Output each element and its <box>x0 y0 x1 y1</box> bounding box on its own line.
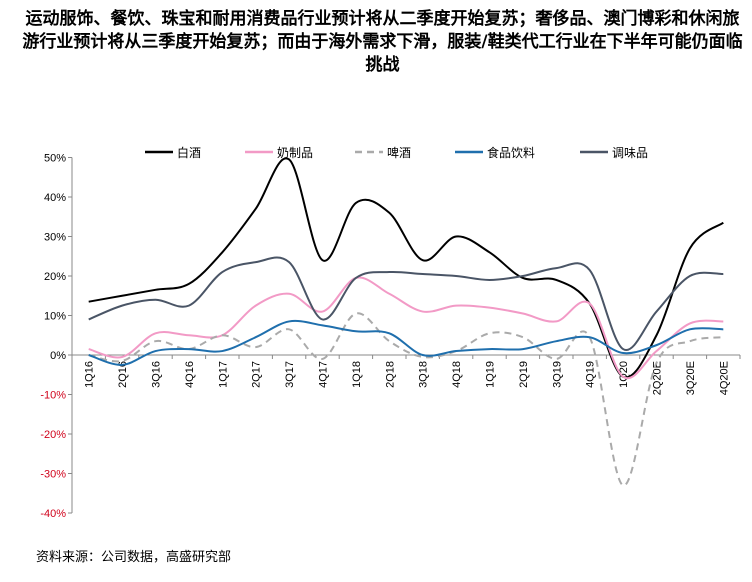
legend-label: 白酒 <box>177 145 201 160</box>
chart-title: 运动服饰、餐饮、珠宝和耐用消费品行业预计将从二季度开始复苏；奢侈品、澳门博彩和休… <box>22 9 743 75</box>
series-line-2 <box>88 312 724 487</box>
y-tick-label: -10% <box>40 390 66 402</box>
x-tick-label: 1Q16 <box>84 361 96 388</box>
legend-label: 啤酒 <box>387 145 411 160</box>
x-tick-label: 3Q18 <box>418 361 430 388</box>
series-line-1 <box>88 276 724 380</box>
series-line-3 <box>88 319 724 366</box>
y-tick-label: -30% <box>40 469 66 481</box>
y-tick-label: 50% <box>44 153 66 165</box>
x-tick-label: 2Q16 <box>117 361 129 388</box>
source-note: 资料来源：公司数据，高盛研究部 <box>36 550 232 565</box>
legend-label: 奶制品 <box>277 146 313 160</box>
x-tick-label: 1Q19 <box>485 361 497 388</box>
x-tick-label: 3Q20E <box>685 361 697 395</box>
x-tick-label: 2Q20E <box>652 361 664 395</box>
x-tick-label: 1Q20 <box>618 361 630 388</box>
series-line-4 <box>88 256 724 351</box>
x-tick-label: 2Q19 <box>518 361 530 388</box>
x-tick-label: 4Q20E <box>718 361 730 395</box>
x-tick-label: 1Q18 <box>351 361 363 388</box>
y-tick-label: 30% <box>44 232 66 244</box>
y-tick-label: 40% <box>44 192 66 204</box>
legend-label: 调味品 <box>612 146 648 160</box>
x-tick-label: 1Q17 <box>217 361 229 388</box>
x-tick-label: 2Q18 <box>384 361 396 388</box>
y-tick-label: -20% <box>40 429 66 441</box>
y-tick-label: 20% <box>44 271 66 283</box>
legend-label: 食品饮料 <box>487 145 535 160</box>
x-tick-label: 2Q17 <box>251 361 263 388</box>
x-tick-label: 4Q16 <box>184 361 196 388</box>
y-tick-label: -40% <box>40 508 66 520</box>
x-tick-label: 4Q18 <box>451 361 463 388</box>
x-tick-label: 4Q17 <box>318 361 330 388</box>
y-tick-label: 10% <box>44 311 66 323</box>
x-tick-label: 3Q16 <box>151 361 163 388</box>
y-tick-label: 0% <box>50 350 66 362</box>
x-tick-label: 4Q19 <box>585 361 597 388</box>
x-tick-label: 3Q17 <box>284 361 296 388</box>
x-tick-label: 3Q19 <box>551 361 563 388</box>
